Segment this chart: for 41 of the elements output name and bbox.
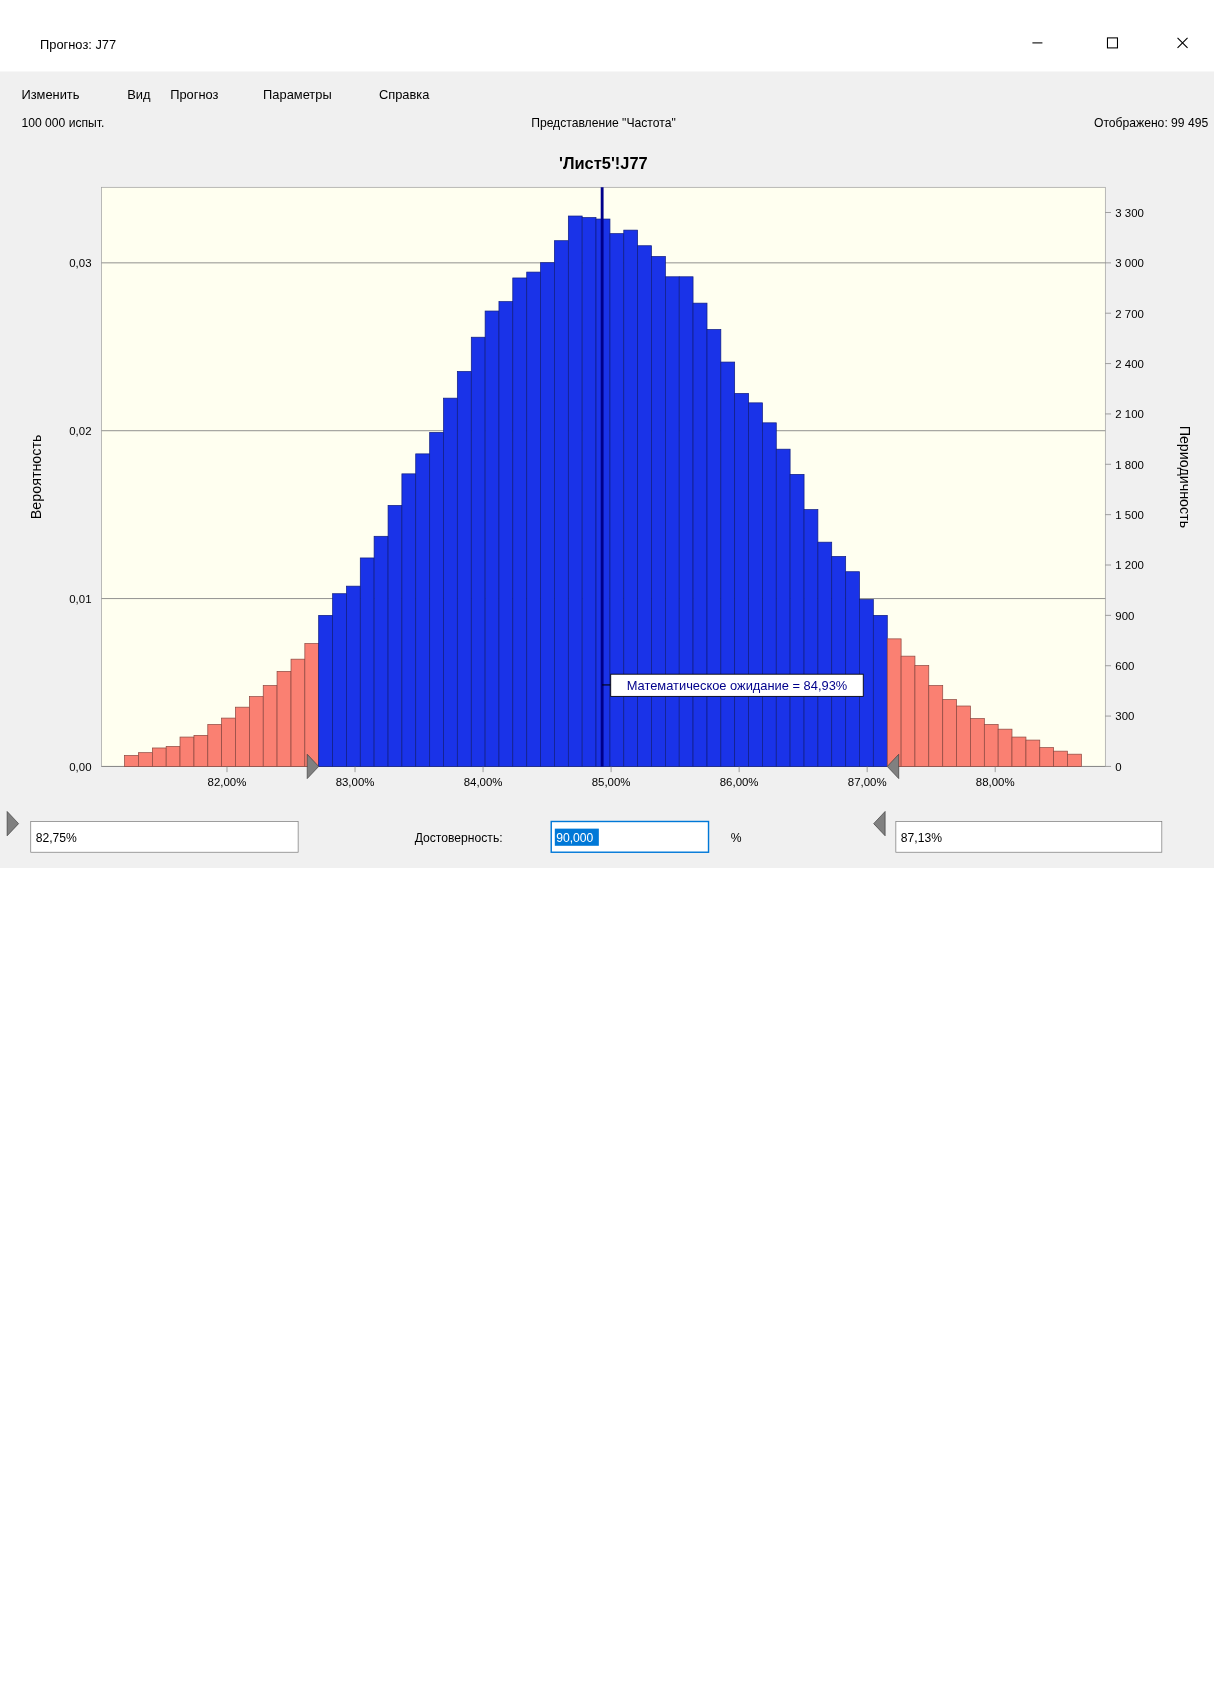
y2-axis-title: Периодичность [1176, 425, 1193, 529]
y2-tick-label: 0 [1115, 760, 1122, 773]
text: Прогноз: J77 [40, 36, 117, 52]
y-tick-label: 0,01 [69, 592, 92, 605]
y-tick-label: 0,03 [69, 257, 92, 270]
y-axis-title: Вероятность [28, 434, 45, 520]
x-tick-label: 82,00% [207, 776, 247, 789]
y2-tick-label: 3 000 [1115, 257, 1144, 270]
text: Вид [127, 86, 152, 102]
x-tick-label: 88,00% [975, 776, 1015, 789]
text: Достоверность: [414, 830, 503, 845]
text: 82,75% [35, 830, 78, 845]
text: % [730, 830, 742, 845]
y-tick-label: 0,00 [69, 760, 92, 773]
y2-tick-label: 300 [1115, 710, 1135, 723]
x-tick-label: 84,00% [463, 776, 503, 789]
text: Отображено: 99 495 [1093, 116, 1209, 131]
x-tick-label: 85,00% [591, 776, 631, 789]
y2-tick-label: 2 400 [1115, 357, 1144, 370]
y-tick-label: 0,02 [69, 425, 92, 438]
text: 87,13% [900, 830, 943, 845]
text: Справка [378, 86, 431, 102]
chart-title: 'Лист5'!J77 [559, 153, 648, 172]
text: 90,000 [556, 830, 594, 845]
y2-tick-label: 1 500 [1115, 508, 1144, 521]
y2-tick-label: 1 800 [1115, 458, 1144, 471]
y2-tick-label: 1 200 [1115, 559, 1144, 572]
ref-line-label: Математическое ожидание = 84,93% [626, 677, 848, 693]
text: Изменить [21, 86, 80, 102]
x-tick-label: 86,00% [719, 776, 759, 789]
y2-tick-label: 600 [1115, 660, 1135, 673]
text: Параметры [263, 86, 332, 102]
y2-tick-label: 3 300 [1115, 206, 1144, 219]
text: Прогноз [170, 86, 219, 102]
text: 100 000 испыт. [21, 116, 105, 131]
y2-tick-label: 2 700 [1115, 307, 1144, 320]
x-tick-label: 87,00% [847, 776, 887, 789]
x-tick-label: 83,00% [335, 776, 375, 789]
y2-tick-label: 2 100 [1115, 408, 1144, 421]
chart-subtitle: Представление "Частота" [531, 116, 676, 131]
y2-tick-label: 900 [1115, 609, 1135, 622]
